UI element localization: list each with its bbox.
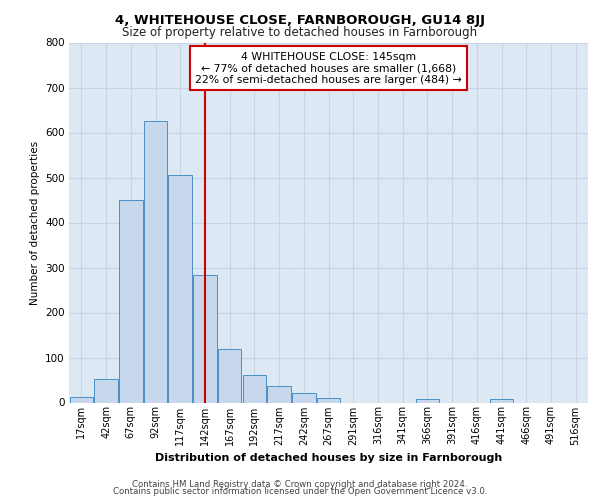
Bar — [268, 386, 291, 402]
Bar — [144, 121, 167, 402]
Bar — [218, 350, 241, 403]
Bar — [490, 400, 513, 402]
Text: Contains public sector information licensed under the Open Government Licence v3: Contains public sector information licen… — [113, 487, 487, 496]
Bar — [292, 392, 316, 402]
Text: Contains HM Land Registry data © Crown copyright and database right 2024.: Contains HM Land Registry data © Crown c… — [132, 480, 468, 489]
Text: Size of property relative to detached houses in Farnborough: Size of property relative to detached ho… — [122, 26, 478, 39]
Bar — [70, 396, 93, 402]
Text: 4 WHITEHOUSE CLOSE: 145sqm
← 77% of detached houses are smaller (1,668)
22% of s: 4 WHITEHOUSE CLOSE: 145sqm ← 77% of deta… — [195, 52, 462, 84]
X-axis label: Distribution of detached houses by size in Farnborough: Distribution of detached houses by size … — [155, 453, 502, 463]
Bar — [416, 399, 439, 402]
Bar — [94, 379, 118, 402]
Bar — [169, 176, 192, 402]
Text: 4, WHITEHOUSE CLOSE, FARNBOROUGH, GU14 8JJ: 4, WHITEHOUSE CLOSE, FARNBOROUGH, GU14 8… — [115, 14, 485, 27]
Bar — [193, 275, 217, 402]
Y-axis label: Number of detached properties: Number of detached properties — [29, 140, 40, 304]
Bar — [242, 374, 266, 402]
Bar — [119, 200, 143, 402]
Bar — [317, 398, 340, 402]
